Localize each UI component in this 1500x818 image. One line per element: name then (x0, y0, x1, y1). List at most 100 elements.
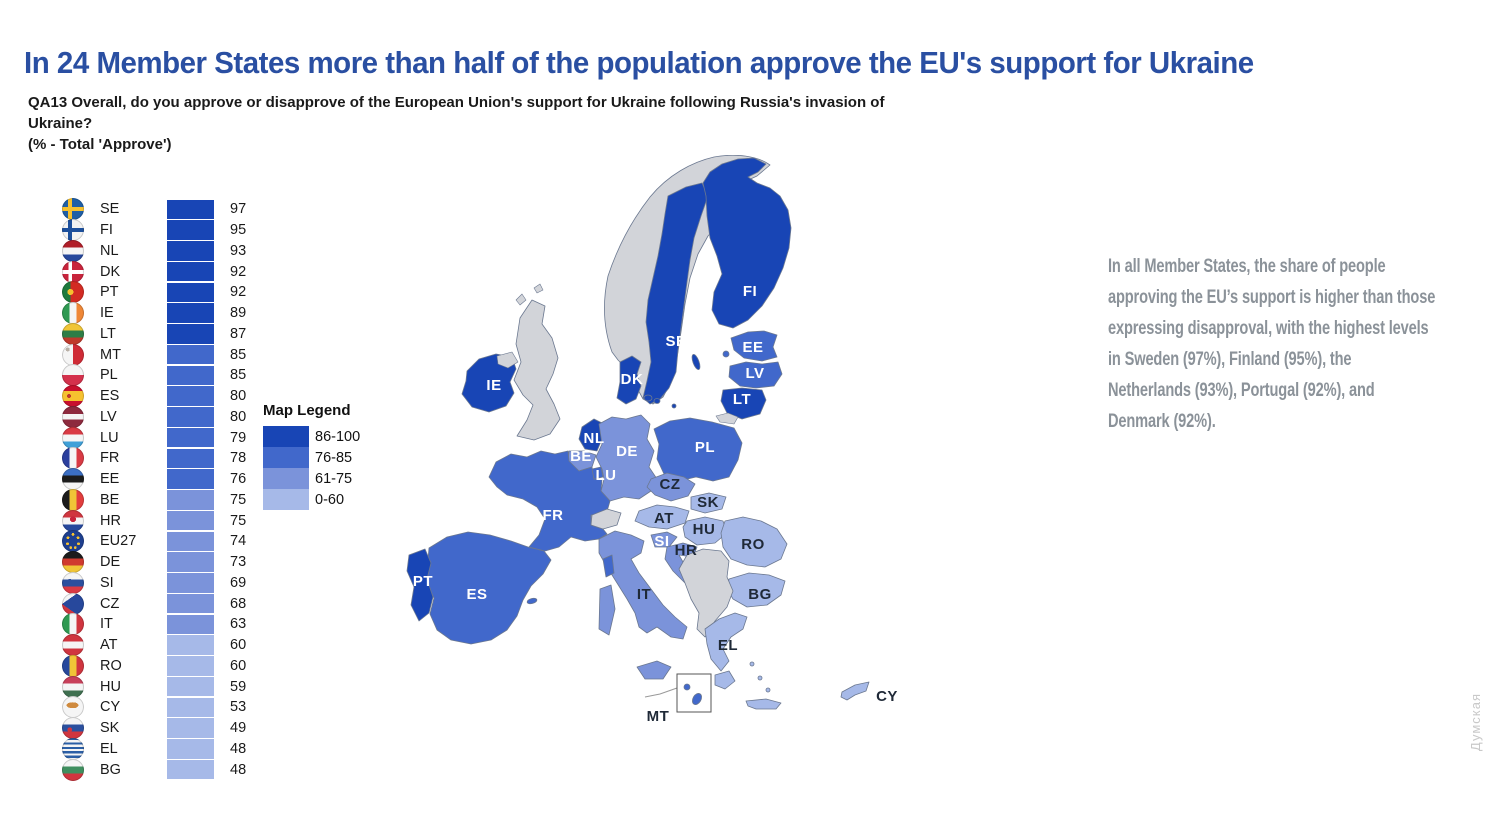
croatia-flag-icon (62, 509, 84, 532)
country-value: 92 (230, 263, 247, 280)
map-label-FR: FR (543, 507, 564, 524)
country-value-bar (167, 490, 214, 510)
country-code: MT (100, 346, 121, 363)
country-code: EU27 (100, 533, 137, 550)
country-row-RO: RO 60 (62, 654, 246, 677)
key-findings-note: In all Member States, the share of peopl… (1108, 255, 1436, 432)
map-country-portugal (406, 548, 434, 622)
country-code: DE (100, 554, 121, 571)
country-value: 78 (230, 450, 247, 467)
map-country-czechia (646, 472, 696, 502)
malta-flag-icon (62, 343, 84, 366)
country-value: 75 (230, 491, 247, 508)
map-island-aegean-3 (765, 687, 771, 693)
map-label-LV: LV (745, 365, 764, 382)
netherlands-flag-icon (62, 239, 84, 262)
country-value-bar (167, 303, 214, 323)
country-row-IE: IE 89 (62, 302, 246, 325)
legend-label: 61-75 (315, 470, 353, 487)
country-value-bar (167, 593, 214, 614)
map-country-finland (702, 157, 792, 329)
country-code: CZ (100, 595, 120, 612)
country-value-bar (167, 344, 214, 365)
map-country-estonia (730, 330, 778, 362)
map-country-austria (634, 504, 690, 530)
map-island-corsica (602, 554, 615, 578)
country-row-EE: EE 76 (62, 468, 247, 491)
map-label-SI: SI (654, 533, 669, 550)
map-country-switzerland (590, 508, 622, 530)
country-code: RO (100, 657, 122, 674)
country-row-LU: LU 79 (62, 426, 246, 449)
europe-map: FI SE EE LV LT DK IE NL BE LU DE PL FR PT ES CZ SK AT HU SI… (400, 154, 1100, 815)
country-value: 93 (230, 242, 247, 259)
country-value-bar (167, 282, 214, 303)
map-island-funen (653, 398, 661, 404)
map-country-italy (598, 530, 688, 640)
map-label-RO: RO (741, 536, 765, 553)
map-island-malta (692, 693, 702, 705)
country-value-bar (167, 656, 214, 676)
spain-flag-icon (62, 385, 84, 408)
legend-item-0-60: 0-60 (263, 489, 360, 510)
map-country-denmark (616, 355, 642, 405)
slovenia-flag-icon (62, 571, 84, 594)
map-label-MT: MT (647, 708, 670, 725)
country-value: 53 (230, 699, 247, 716)
country-row-MT: MT 85 (62, 343, 246, 366)
map-label-DE: DE (616, 443, 638, 460)
country-value-bar (167, 635, 214, 655)
watermark: Думская (1468, 693, 1483, 752)
country-value-bar (167, 220, 214, 240)
map-region-peloponnese (714, 670, 736, 690)
country-row-CY: CY 53 (62, 696, 247, 719)
country-row-ES: ES 80 (62, 385, 247, 408)
map-label-AT: AT (654, 510, 674, 527)
country-value: 97 (230, 201, 247, 218)
page-title: In 24 Member States more than half of th… (24, 44, 1254, 80)
country-value-bar (167, 759, 214, 780)
country-row-HR: HR 75 (62, 509, 247, 532)
country-row-SK: SK 49 (62, 717, 246, 740)
country-value: 87 (230, 325, 247, 342)
map-island-gozo (683, 683, 691, 691)
country-row-SE: SE 97 (62, 198, 247, 221)
ireland-flag-icon (62, 302, 84, 325)
country-value: 76 (230, 471, 247, 488)
legend-swatch (263, 468, 309, 489)
country-value: 80 (230, 388, 247, 405)
country-code: AT (100, 637, 118, 654)
map-country-uk (513, 299, 561, 441)
france-flag-icon (62, 447, 84, 470)
country-value: 80 (230, 408, 247, 425)
map-label-DK: DK (621, 371, 644, 388)
map-island-zealand (643, 394, 653, 402)
country-code: HR (100, 512, 121, 529)
country-code: CY (100, 699, 121, 716)
portugal-flag-icon (62, 281, 84, 304)
map-label-ES: ES (466, 586, 487, 603)
country-value-bar (167, 261, 214, 282)
country-row-BE: BE 75 (62, 488, 247, 511)
country-row-DK: DK 92 (62, 260, 247, 283)
map-country-romania (720, 516, 788, 568)
denmark-flag-icon (62, 260, 84, 283)
country-value: 92 (230, 284, 247, 301)
country-value: 63 (230, 616, 247, 633)
map-country-netherlands (578, 418, 605, 452)
country-value: 75 (230, 512, 247, 529)
hungary-flag-icon (62, 675, 84, 698)
country-list: SE 97 FI 95 NL 93 DK 92 PT 92 IE 89 LT 87 MT 85 PL 85 ES 80… (62, 198, 247, 781)
map-label-CZ: CZ (660, 476, 681, 493)
romania-flag-icon (62, 654, 84, 677)
map-country-ireland (461, 353, 517, 413)
country-code: LU (100, 429, 119, 446)
country-code: SE (100, 201, 120, 218)
malta-callout-line (644, 687, 678, 698)
map-country-luxembourg (591, 466, 604, 480)
country-value: 74 (230, 533, 247, 550)
country-code: PL (100, 367, 118, 384)
country-value-bar (167, 531, 214, 552)
